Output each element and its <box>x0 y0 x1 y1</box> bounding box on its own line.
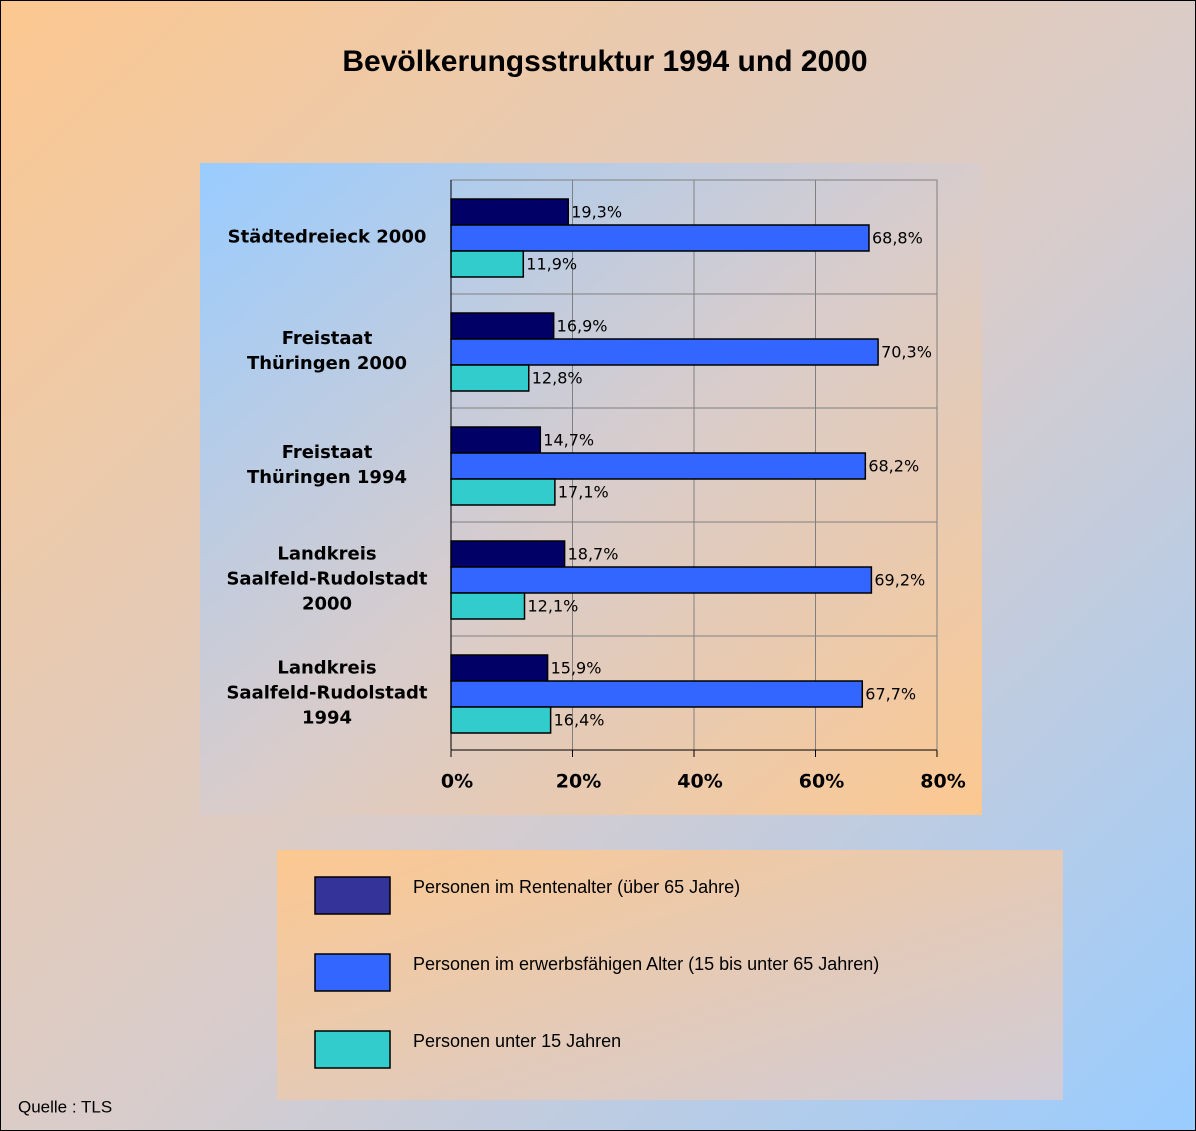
value-label: 15,9% <box>551 659 602 678</box>
value-label: 19,3% <box>571 203 622 222</box>
value-label: 14,7% <box>543 431 594 450</box>
x-tick-label: 40% <box>677 771 722 793</box>
value-label: 12,1% <box>528 597 579 616</box>
x-tick-label: 60% <box>799 771 844 793</box>
bar <box>450 540 566 568</box>
y-tick-label: Landkreis Saalfeld-Rudolstadt 2000 <box>226 543 428 615</box>
legend-label: Personen unter 15 Jahren <box>413 1031 621 1051</box>
bar <box>450 224 870 252</box>
bar <box>450 478 556 506</box>
value-label: 68,2% <box>868 457 919 476</box>
bar <box>450 426 542 454</box>
value-label: 16,4% <box>554 711 605 730</box>
legend-swatch <box>314 1030 391 1069</box>
chart-title: Bevölkerungsstruktur 1994 und 2000 <box>342 45 867 78</box>
legend-box <box>277 850 1063 1100</box>
value-label: 67,7% <box>865 685 916 704</box>
y-tick-label: Landkreis Saalfeld-Rudolstadt 1994 <box>226 657 428 729</box>
legend-label: Personen im Rentenalter (über 65 Jahre) <box>413 877 740 897</box>
x-tick-label: 20% <box>556 771 601 793</box>
y-tick-label: Städtedreieck 2000 <box>227 226 427 248</box>
value-label: 70,3% <box>881 343 932 362</box>
y-tick-label: Freistaat Thüringen 1994 <box>246 442 408 488</box>
bar <box>450 198 569 226</box>
value-label: 12,8% <box>532 369 583 388</box>
value-label: 16,9% <box>557 317 608 336</box>
bar <box>450 592 526 620</box>
value-label: 69,2% <box>874 571 925 590</box>
legend-swatch <box>314 953 391 992</box>
value-label: 18,7% <box>568 545 619 564</box>
x-tick-label: 0% <box>441 771 473 793</box>
bar <box>450 680 864 708</box>
bar <box>450 364 530 392</box>
value-label: 68,8% <box>872 229 923 248</box>
bar <box>450 250 525 278</box>
x-tick-label: 80% <box>920 771 965 793</box>
bar <box>450 566 873 594</box>
bar <box>450 452 867 480</box>
legend-swatch <box>314 876 391 915</box>
bar <box>450 338 879 366</box>
bar <box>450 706 552 734</box>
y-tick-label: Freistaat Thüringen 2000 <box>246 328 408 374</box>
source: Quelle : TLS <box>18 1097 112 1116</box>
legend-label: Personen im erwerbsfähigen Alter (15 bis… <box>413 954 879 974</box>
value-label: 17,1% <box>558 483 609 502</box>
bar <box>450 654 549 682</box>
value-label: 11,9% <box>526 255 577 274</box>
bar <box>450 312 555 340</box>
